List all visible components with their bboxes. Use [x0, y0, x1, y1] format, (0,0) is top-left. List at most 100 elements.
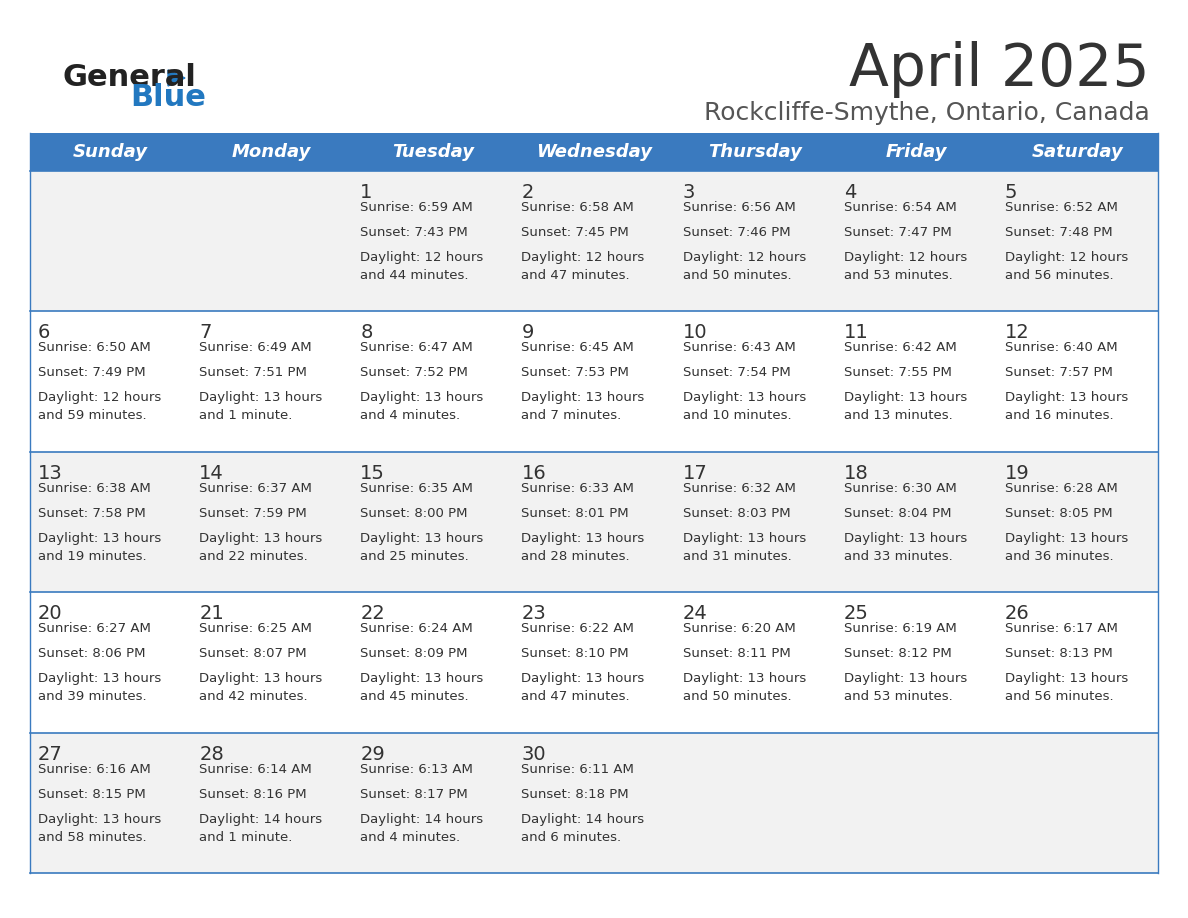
Text: 11: 11	[843, 323, 868, 342]
Text: Sunrise: 6:42 AM: Sunrise: 6:42 AM	[843, 341, 956, 354]
Text: Daylight: 14 hours
and 6 minutes.: Daylight: 14 hours and 6 minutes.	[522, 812, 645, 844]
Text: Sunset: 7:55 PM: Sunset: 7:55 PM	[843, 366, 952, 379]
Text: Sunset: 8:07 PM: Sunset: 8:07 PM	[200, 647, 307, 660]
Text: Daylight: 13 hours
and 19 minutes.: Daylight: 13 hours and 19 minutes.	[38, 532, 162, 563]
Text: Sunset: 8:04 PM: Sunset: 8:04 PM	[843, 507, 952, 520]
Text: Sunset: 7:45 PM: Sunset: 7:45 PM	[522, 226, 630, 239]
Polygon shape	[168, 70, 185, 86]
Text: 20: 20	[38, 604, 63, 623]
Text: Daylight: 13 hours
and 53 minutes.: Daylight: 13 hours and 53 minutes.	[843, 672, 967, 703]
Text: Thursday: Thursday	[708, 143, 802, 161]
Text: Sunset: 7:57 PM: Sunset: 7:57 PM	[1005, 366, 1113, 379]
Text: Daylight: 13 hours
and 13 minutes.: Daylight: 13 hours and 13 minutes.	[843, 391, 967, 422]
Text: Sunset: 7:51 PM: Sunset: 7:51 PM	[200, 366, 307, 379]
Text: Sunset: 8:03 PM: Sunset: 8:03 PM	[683, 507, 790, 520]
Text: Sunset: 8:09 PM: Sunset: 8:09 PM	[360, 647, 468, 660]
Text: Sunset: 8:17 PM: Sunset: 8:17 PM	[360, 788, 468, 800]
Text: 18: 18	[843, 464, 868, 483]
Text: Daylight: 13 hours
and 1 minute.: Daylight: 13 hours and 1 minute.	[200, 391, 322, 422]
Text: 5: 5	[1005, 183, 1017, 202]
Text: April 2025: April 2025	[849, 41, 1150, 98]
Text: Sunset: 8:15 PM: Sunset: 8:15 PM	[38, 788, 146, 800]
Text: Saturday: Saturday	[1031, 143, 1124, 161]
Text: 30: 30	[522, 744, 546, 764]
Text: Sunset: 7:49 PM: Sunset: 7:49 PM	[38, 366, 146, 379]
Text: 3: 3	[683, 183, 695, 202]
Text: Sunrise: 6:22 AM: Sunrise: 6:22 AM	[522, 622, 634, 635]
Text: 24: 24	[683, 604, 707, 623]
Text: 28: 28	[200, 744, 223, 764]
Text: Sunset: 8:05 PM: Sunset: 8:05 PM	[1005, 507, 1112, 520]
Text: Tuesday: Tuesday	[392, 143, 474, 161]
Text: Daylight: 13 hours
and 31 minutes.: Daylight: 13 hours and 31 minutes.	[683, 532, 805, 563]
Text: Sunrise: 6:43 AM: Sunrise: 6:43 AM	[683, 341, 795, 354]
Text: Sunrise: 6:32 AM: Sunrise: 6:32 AM	[683, 482, 796, 495]
Text: Daylight: 13 hours
and 45 minutes.: Daylight: 13 hours and 45 minutes.	[360, 672, 484, 703]
Text: Sunrise: 6:13 AM: Sunrise: 6:13 AM	[360, 763, 473, 776]
Text: Sunset: 8:11 PM: Sunset: 8:11 PM	[683, 647, 790, 660]
Text: Daylight: 13 hours
and 4 minutes.: Daylight: 13 hours and 4 minutes.	[360, 391, 484, 422]
Text: Sunrise: 6:19 AM: Sunrise: 6:19 AM	[843, 622, 956, 635]
Text: Sunrise: 6:30 AM: Sunrise: 6:30 AM	[843, 482, 956, 495]
Text: Daylight: 13 hours
and 58 minutes.: Daylight: 13 hours and 58 minutes.	[38, 812, 162, 844]
Text: Daylight: 13 hours
and 42 minutes.: Daylight: 13 hours and 42 minutes.	[200, 672, 322, 703]
Text: Sunset: 7:47 PM: Sunset: 7:47 PM	[843, 226, 952, 239]
Text: Sunrise: 6:14 AM: Sunrise: 6:14 AM	[200, 763, 312, 776]
Text: Sunrise: 6:35 AM: Sunrise: 6:35 AM	[360, 482, 473, 495]
Text: Daylight: 12 hours
and 56 minutes.: Daylight: 12 hours and 56 minutes.	[1005, 251, 1129, 282]
Text: Sunset: 7:46 PM: Sunset: 7:46 PM	[683, 226, 790, 239]
FancyBboxPatch shape	[30, 133, 1158, 171]
FancyBboxPatch shape	[30, 592, 1158, 733]
Text: 1: 1	[360, 183, 373, 202]
Text: 6: 6	[38, 323, 50, 342]
Text: 13: 13	[38, 464, 63, 483]
Text: 29: 29	[360, 744, 385, 764]
Text: Sunset: 7:43 PM: Sunset: 7:43 PM	[360, 226, 468, 239]
Text: Sunset: 8:00 PM: Sunset: 8:00 PM	[360, 507, 468, 520]
Text: Daylight: 13 hours
and 39 minutes.: Daylight: 13 hours and 39 minutes.	[38, 672, 162, 703]
Text: Sunrise: 6:33 AM: Sunrise: 6:33 AM	[522, 482, 634, 495]
Text: Sunset: 7:48 PM: Sunset: 7:48 PM	[1005, 226, 1112, 239]
Text: Sunrise: 6:25 AM: Sunrise: 6:25 AM	[200, 622, 312, 635]
Text: Sunrise: 6:20 AM: Sunrise: 6:20 AM	[683, 622, 795, 635]
Text: Daylight: 13 hours
and 28 minutes.: Daylight: 13 hours and 28 minutes.	[522, 532, 645, 563]
FancyBboxPatch shape	[30, 733, 1158, 873]
Text: 12: 12	[1005, 323, 1030, 342]
Text: Sunrise: 6:17 AM: Sunrise: 6:17 AM	[1005, 622, 1118, 635]
Text: Daylight: 14 hours
and 4 minutes.: Daylight: 14 hours and 4 minutes.	[360, 812, 484, 844]
Text: Sunrise: 6:56 AM: Sunrise: 6:56 AM	[683, 201, 795, 214]
Text: Daylight: 13 hours
and 47 minutes.: Daylight: 13 hours and 47 minutes.	[522, 672, 645, 703]
Text: General: General	[62, 63, 196, 93]
Text: 8: 8	[360, 323, 373, 342]
Text: Sunset: 7:58 PM: Sunset: 7:58 PM	[38, 507, 146, 520]
FancyBboxPatch shape	[30, 311, 1158, 452]
Text: Daylight: 13 hours
and 33 minutes.: Daylight: 13 hours and 33 minutes.	[843, 532, 967, 563]
Text: Sunrise: 6:27 AM: Sunrise: 6:27 AM	[38, 622, 151, 635]
Text: 19: 19	[1005, 464, 1030, 483]
Text: 23: 23	[522, 604, 546, 623]
Text: Sunset: 7:53 PM: Sunset: 7:53 PM	[522, 366, 630, 379]
Text: Daylight: 12 hours
and 53 minutes.: Daylight: 12 hours and 53 minutes.	[843, 251, 967, 282]
Text: 22: 22	[360, 604, 385, 623]
Text: 4: 4	[843, 183, 857, 202]
Text: 26: 26	[1005, 604, 1030, 623]
Text: Sunset: 7:54 PM: Sunset: 7:54 PM	[683, 366, 790, 379]
Text: Sunrise: 6:16 AM: Sunrise: 6:16 AM	[38, 763, 151, 776]
Text: 7: 7	[200, 323, 211, 342]
Text: 21: 21	[200, 604, 223, 623]
Text: 27: 27	[38, 744, 63, 764]
Text: Sunrise: 6:11 AM: Sunrise: 6:11 AM	[522, 763, 634, 776]
Text: Daylight: 13 hours
and 10 minutes.: Daylight: 13 hours and 10 minutes.	[683, 391, 805, 422]
Text: Sunrise: 6:47 AM: Sunrise: 6:47 AM	[360, 341, 473, 354]
Text: Sunrise: 6:49 AM: Sunrise: 6:49 AM	[200, 341, 311, 354]
Text: 15: 15	[360, 464, 385, 483]
Text: Daylight: 12 hours
and 59 minutes.: Daylight: 12 hours and 59 minutes.	[38, 391, 162, 422]
Text: Sunset: 8:10 PM: Sunset: 8:10 PM	[522, 647, 630, 660]
Text: Rockcliffe-Smythe, Ontario, Canada: Rockcliffe-Smythe, Ontario, Canada	[704, 101, 1150, 125]
Text: Sunset: 7:59 PM: Sunset: 7:59 PM	[200, 507, 307, 520]
FancyBboxPatch shape	[30, 452, 1158, 592]
Text: Sunset: 7:52 PM: Sunset: 7:52 PM	[360, 366, 468, 379]
Text: Daylight: 13 hours
and 25 minutes.: Daylight: 13 hours and 25 minutes.	[360, 532, 484, 563]
Text: Daylight: 14 hours
and 1 minute.: Daylight: 14 hours and 1 minute.	[200, 812, 322, 844]
Text: Daylight: 13 hours
and 16 minutes.: Daylight: 13 hours and 16 minutes.	[1005, 391, 1129, 422]
